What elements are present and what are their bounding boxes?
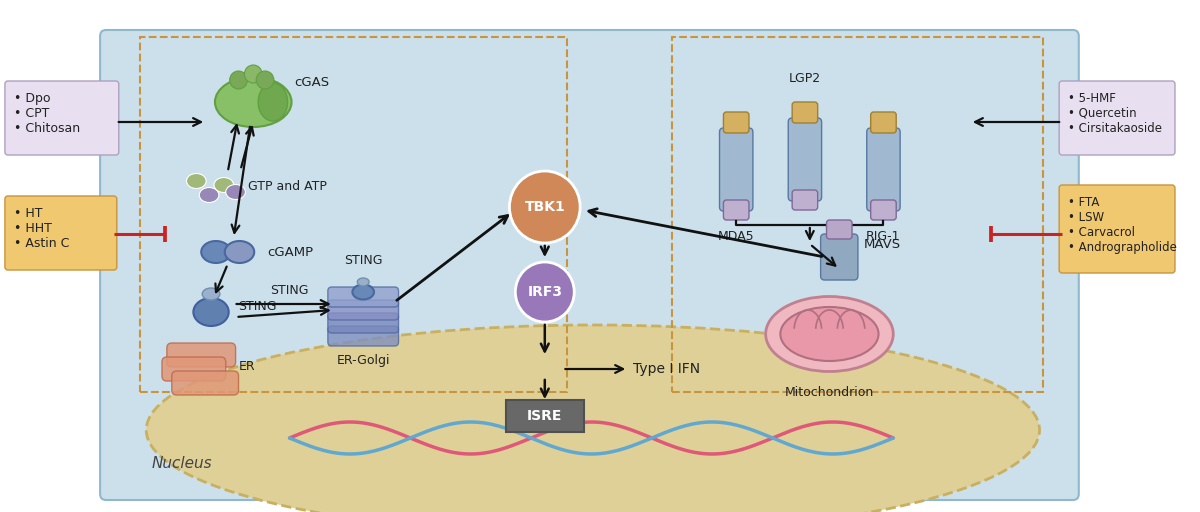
Text: MDA5: MDA5 — [718, 230, 755, 243]
Text: Mitochondrion: Mitochondrion — [785, 386, 874, 399]
Text: • FTA
• LSW
• Carvacrol
• Andrographolide: • FTA • LSW • Carvacrol • Andrographolid… — [1068, 196, 1177, 254]
Ellipse shape — [186, 174, 206, 188]
FancyBboxPatch shape — [328, 313, 398, 333]
Text: STING: STING — [344, 254, 383, 267]
Text: • Dpo
• CPT
• Chitosan: • Dpo • CPT • Chitosan — [13, 92, 80, 135]
Ellipse shape — [146, 325, 1039, 512]
Ellipse shape — [766, 296, 893, 372]
FancyBboxPatch shape — [720, 128, 752, 211]
Text: GTP and ATP: GTP and ATP — [248, 181, 328, 194]
FancyBboxPatch shape — [821, 234, 858, 280]
FancyBboxPatch shape — [724, 112, 749, 133]
Ellipse shape — [358, 278, 370, 286]
Text: cGAS: cGAS — [294, 75, 330, 89]
Ellipse shape — [214, 178, 234, 193]
Text: LGP2: LGP2 — [788, 72, 821, 85]
Text: MAVS: MAVS — [864, 238, 901, 250]
Text: STING: STING — [239, 301, 277, 313]
Circle shape — [515, 262, 575, 322]
FancyBboxPatch shape — [827, 220, 852, 239]
Ellipse shape — [193, 298, 229, 326]
Ellipse shape — [202, 241, 230, 263]
FancyBboxPatch shape — [328, 326, 398, 346]
FancyBboxPatch shape — [328, 300, 398, 320]
Text: STING: STING — [270, 284, 308, 296]
FancyBboxPatch shape — [871, 112, 896, 133]
Text: Nucleus: Nucleus — [151, 457, 212, 472]
Ellipse shape — [199, 187, 218, 203]
FancyBboxPatch shape — [505, 400, 584, 432]
Ellipse shape — [215, 77, 292, 127]
Text: ISRE: ISRE — [527, 409, 563, 423]
Ellipse shape — [226, 184, 246, 200]
Text: TBK1: TBK1 — [524, 200, 565, 214]
Ellipse shape — [224, 241, 254, 263]
Ellipse shape — [353, 285, 374, 300]
FancyBboxPatch shape — [866, 128, 900, 211]
Text: • 5-HMF
• Quercetin
• Cirsitakaoside: • 5-HMF • Quercetin • Cirsitakaoside — [1068, 92, 1162, 135]
Circle shape — [256, 71, 274, 89]
Text: Type I IFN: Type I IFN — [634, 362, 701, 376]
Ellipse shape — [203, 288, 220, 300]
FancyBboxPatch shape — [788, 118, 822, 201]
FancyBboxPatch shape — [167, 343, 235, 367]
Text: IRF3: IRF3 — [527, 285, 563, 299]
FancyBboxPatch shape — [724, 200, 749, 220]
Text: ER-Golgi: ER-Golgi — [336, 354, 390, 367]
Circle shape — [245, 65, 262, 83]
FancyBboxPatch shape — [100, 30, 1079, 500]
FancyBboxPatch shape — [792, 102, 817, 123]
FancyBboxPatch shape — [162, 357, 226, 381]
Ellipse shape — [258, 83, 288, 121]
Text: • HT
• HHT
• Astin C: • HT • HHT • Astin C — [13, 207, 70, 250]
Text: cGAMP: cGAMP — [266, 245, 313, 259]
FancyBboxPatch shape — [1060, 81, 1175, 155]
Circle shape — [510, 171, 580, 243]
FancyBboxPatch shape — [5, 196, 116, 270]
Text: ER: ER — [239, 359, 256, 373]
FancyBboxPatch shape — [1060, 185, 1175, 273]
FancyBboxPatch shape — [328, 287, 398, 307]
Circle shape — [229, 71, 247, 89]
Ellipse shape — [780, 307, 878, 361]
FancyBboxPatch shape — [792, 190, 817, 210]
FancyBboxPatch shape — [871, 200, 896, 220]
Text: RIG-1: RIG-1 — [866, 230, 901, 243]
FancyBboxPatch shape — [172, 371, 239, 395]
FancyBboxPatch shape — [5, 81, 119, 155]
